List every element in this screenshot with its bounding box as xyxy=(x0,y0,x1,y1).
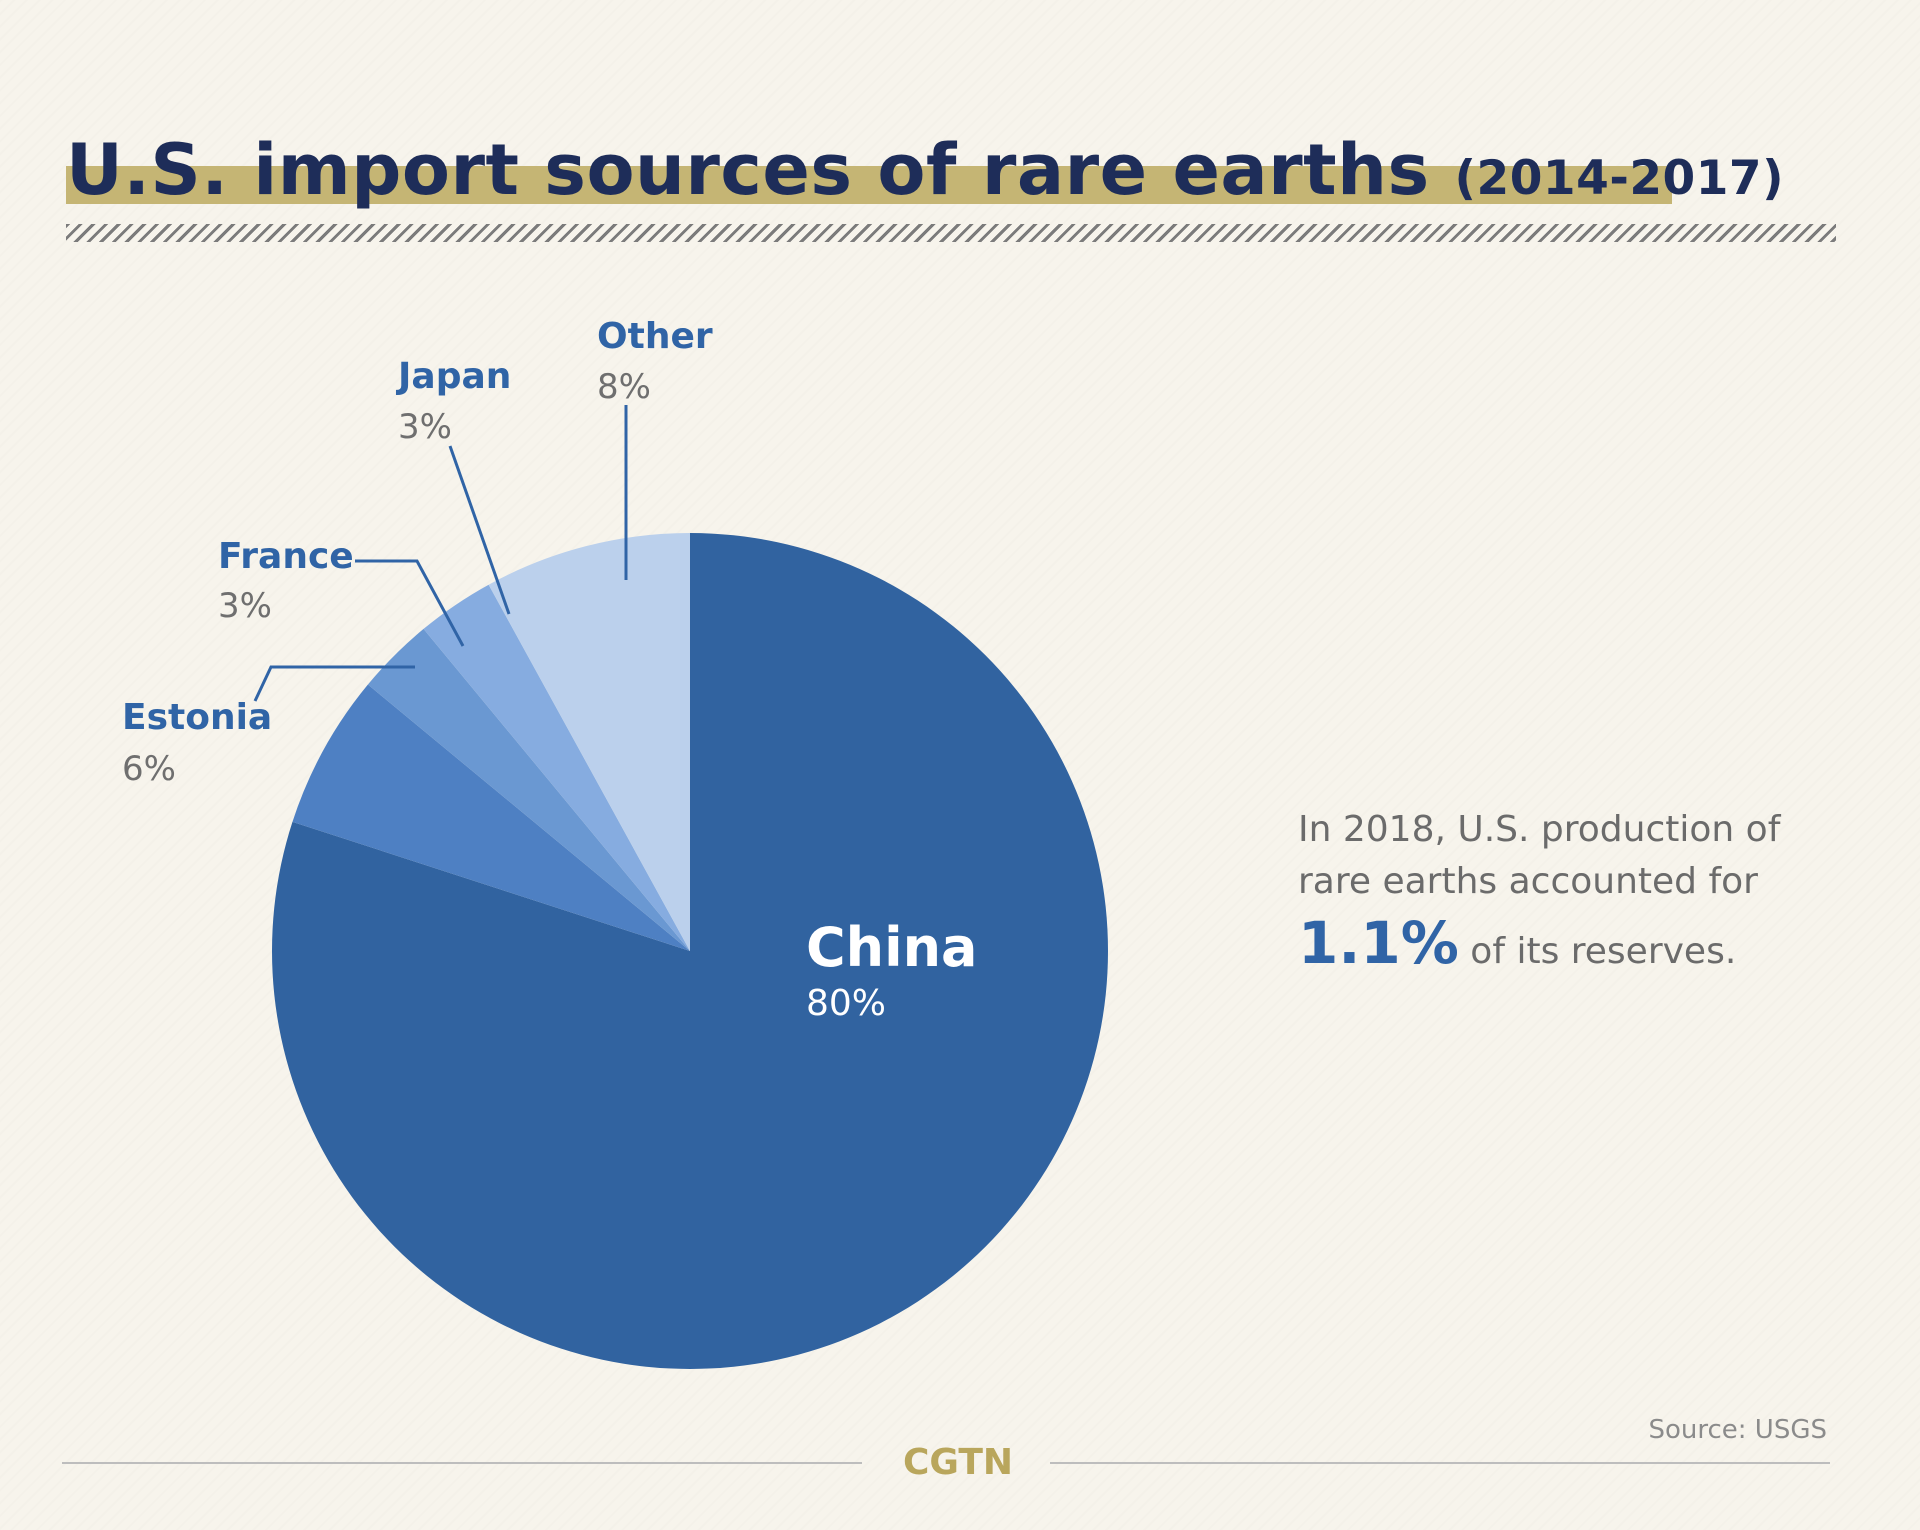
label-france-name: France xyxy=(218,536,354,577)
note-line-1: In 2018, U.S. production of xyxy=(1298,809,1781,850)
note-line-3-text: of its reserves. xyxy=(1458,931,1737,972)
leader-line-estonia xyxy=(253,665,415,702)
page-title: U.S. import sources of rare earths (2014… xyxy=(66,120,1784,229)
cgtn-logo: CGTN xyxy=(902,1442,1014,1483)
annotation-note: In 2018, U.S. production of rare earths … xyxy=(1298,804,1818,978)
note-highlight-value: 1.1% xyxy=(1298,909,1459,977)
label-other-name: Other xyxy=(597,316,713,357)
pie-slice-other xyxy=(488,533,690,951)
title-years: (2014-2017) xyxy=(1454,151,1785,206)
note-line-2: rare earths accounted for xyxy=(1298,861,1758,902)
footer-line-left xyxy=(62,1462,862,1464)
pie-slice-france xyxy=(367,628,690,951)
leader-line-france xyxy=(355,559,465,647)
hatched-divider xyxy=(66,224,1836,242)
title-highlight-bar xyxy=(66,166,1672,204)
footer-line-right xyxy=(1050,1462,1830,1464)
title-block: U.S. import sources of rare earths (2014… xyxy=(66,120,1784,229)
label-japan-value: 3% xyxy=(398,407,452,447)
source-credit: Source: USGS xyxy=(1648,1415,1827,1445)
label-estonia-name: Estonia xyxy=(122,697,272,738)
title-main: U.S. import sources of rare earths xyxy=(66,129,1430,211)
pie-slices xyxy=(272,533,1109,1369)
pie-slice-china xyxy=(272,533,1109,1369)
label-other-value: 8% xyxy=(597,367,651,407)
note-line-3: 1.1% of its reserves. xyxy=(1298,908,1818,978)
label-china-name: China xyxy=(806,916,977,979)
label-china-value: 80% xyxy=(806,983,886,1024)
label-france-value: 3% xyxy=(218,586,272,626)
label-japan-name: Japan xyxy=(395,356,511,397)
pie-slice-estonia xyxy=(292,684,690,951)
label-estonia-value: 6% xyxy=(122,749,176,789)
leader-line-japan xyxy=(448,445,511,615)
pie-slice-japan xyxy=(423,584,690,951)
